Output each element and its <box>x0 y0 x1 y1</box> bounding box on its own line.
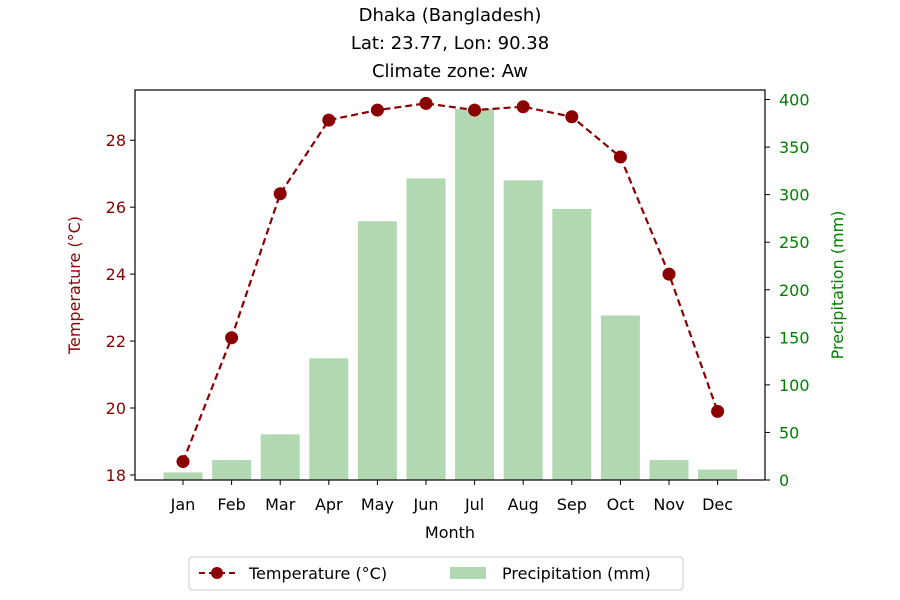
temperature-tick-label: 22 <box>106 332 126 351</box>
precipitation-bar-apr <box>309 358 349 480</box>
temperature-axis: 18 20 22 24 26 28 <box>106 131 135 485</box>
precipitation-bar-mar <box>260 434 300 480</box>
month-tick-label-jun: Jun <box>413 495 439 514</box>
chart-title-line-2: Lat: 23.77, Lon: 90.38 <box>351 33 549 54</box>
precipitation-bar-feb <box>212 460 252 480</box>
month-tick-label-feb: Feb <box>217 495 245 514</box>
temperature-tick-label: 24 <box>106 265 126 284</box>
right-axis-label: Precipitation (mm) <box>828 211 847 360</box>
temperature-point-aug <box>516 100 530 114</box>
legend: Temperature (°C) Precipitation (mm) <box>188 556 684 591</box>
precipitation-axis: 0 50 100 150 200 250 300 350 400 <box>765 91 810 490</box>
chart-title-line-1: Dhaka (Bangladesh) <box>359 5 542 26</box>
temperature-point-jan <box>176 455 190 469</box>
month-tick-label-may: May <box>361 495 394 514</box>
precipitation-tick-label: 250 <box>779 233 810 252</box>
precipitation-tick-label: 150 <box>779 328 810 347</box>
temperature-point-mar <box>273 187 287 201</box>
precipitation-bar-jun <box>406 178 446 480</box>
temperature-tick-label: 26 <box>106 198 126 217</box>
month-tick-label-nov: Nov <box>653 495 684 514</box>
month-tick-label-apr: Apr <box>315 495 343 514</box>
temperature-point-oct <box>613 150 627 164</box>
plot-frame <box>134 89 766 481</box>
month-tick-label-oct: Oct <box>607 495 635 514</box>
legend-temperature-marker-icon <box>211 567 223 579</box>
precipitation-bar-jul <box>455 109 495 481</box>
precipitation-bars <box>163 109 738 481</box>
month-tick-label-jan: Jan <box>170 495 196 514</box>
temperature-point-jul <box>468 103 482 117</box>
legend-precipitation-swatch-icon <box>450 567 486 579</box>
temperature-point-jun <box>419 96 433 110</box>
temperature-point-apr <box>322 113 336 127</box>
legend-precipitation-label: Precipitation (mm) <box>502 564 651 583</box>
precipitation-bar-nov <box>649 460 689 480</box>
precipitation-bar-aug <box>503 180 543 481</box>
temperature-point-dec <box>711 404 725 418</box>
month-tick-label-jul: Jul <box>464 495 484 514</box>
month-axis: Jan Feb Mar Apr May Jun Jul Aug Sep Oct Nov Dec <box>170 480 733 514</box>
temperature-tick-label: 20 <box>106 399 126 418</box>
precipitation-tick-label: 200 <box>779 281 810 300</box>
precipitation-tick-label: 100 <box>779 376 810 395</box>
precipitation-tick-label: 0 <box>779 471 789 490</box>
x-axis-label: Month <box>425 523 475 542</box>
temperature-point-nov <box>662 267 676 281</box>
precipitation-bar-may <box>357 221 397 480</box>
legend-frame <box>188 556 684 591</box>
precipitation-bar-jan <box>163 472 203 480</box>
temperature-line <box>176 96 725 469</box>
month-tick-label-mar: Mar <box>265 495 296 514</box>
month-tick-label-aug: Aug <box>508 495 539 514</box>
temperature-tick-label: 28 <box>106 131 126 150</box>
precipitation-tick-label: 350 <box>779 138 810 157</box>
precipitation-bar-sep <box>552 208 592 480</box>
left-axis-label: Temperature (°C) <box>65 216 84 355</box>
temperature-point-may <box>370 103 384 117</box>
precipitation-bar-oct <box>600 315 640 480</box>
precipitation-bar-dec <box>698 469 738 480</box>
temperature-point-sep <box>565 110 579 124</box>
precipitation-tick-label: 400 <box>779 91 810 110</box>
temperature-point-feb <box>225 331 239 345</box>
precipitation-tick-label: 300 <box>779 186 810 205</box>
month-tick-label-dec: Dec <box>702 495 733 514</box>
month-tick-label-sep: Sep <box>557 495 587 514</box>
temperature-line-path <box>181 102 719 463</box>
precipitation-tick-label: 50 <box>779 423 799 442</box>
chart-title-line-3: Climate zone: Aw <box>372 61 528 82</box>
legend-temperature-label: Temperature (°C) <box>248 564 387 583</box>
temperature-tick-label: 18 <box>106 466 126 485</box>
